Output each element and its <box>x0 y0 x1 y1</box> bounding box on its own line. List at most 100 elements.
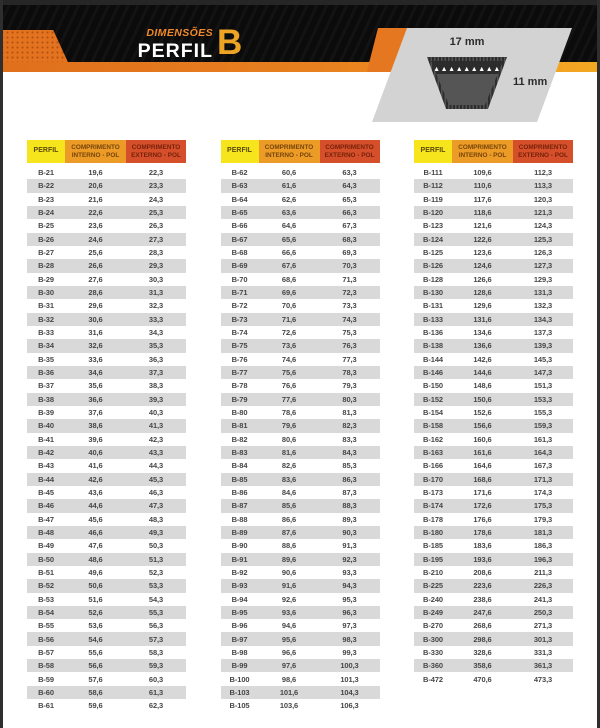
interno-cell: 94,6 <box>281 621 297 631</box>
interno-cell: 103,6 <box>279 701 299 711</box>
perfil-cell: B-50 <box>38 554 54 564</box>
perfil-cell: B-89 <box>231 528 248 538</box>
interno-cell: 97,6 <box>281 661 297 671</box>
externo-cell: 57,3 <box>148 634 164 644</box>
perfil-cell: B-55 <box>38 621 54 631</box>
externo-cell: 69,3 <box>342 248 357 258</box>
interno-cell: 470,6 <box>473 674 492 684</box>
table-row: B-94 92,6 95,3 <box>221 593 380 606</box>
externo-cell: 179,3 <box>533 514 553 524</box>
externo-cell: 55,3 <box>148 607 164 617</box>
perfil-cell: B-162 <box>423 434 443 444</box>
table-row: B-45 43,6 46,3 <box>27 486 186 499</box>
externo-cell: 113,3 <box>534 181 552 191</box>
externo-cell: 22,3 <box>148 168 164 178</box>
externo-cell: 72,3 <box>342 288 357 298</box>
perfil-cell: B-87 <box>231 501 248 511</box>
interno-cell: 82,6 <box>281 461 297 471</box>
interno-cell: 75,6 <box>281 368 297 378</box>
externo-cell: 75,3 <box>342 328 357 338</box>
interno-cell: 121,6 <box>473 221 492 231</box>
externo-cell: 127,3 <box>533 261 553 271</box>
externo-cell: 65,3 <box>342 194 357 204</box>
interno-cell: 101,6 <box>279 687 299 697</box>
table-row: B-42 40,6 43,3 <box>27 445 186 460</box>
table-header: PERFIL COMPRIMENTO INTERNO - POL COMPRIM… <box>27 140 186 163</box>
externo-cell: 23,3 <box>148 181 164 191</box>
externo-cell: 174,3 <box>533 488 553 498</box>
externo-cell: 60,3 <box>148 674 164 684</box>
table-row: B-146 144,6 147,3 <box>414 365 573 380</box>
table-row: B-152 150,6 153,3 <box>414 392 573 406</box>
table-row: B-43 41,6 44,3 <box>27 459 186 472</box>
interno-cell: 35,6 <box>88 381 103 391</box>
table-row: B-65 63,6 66,3 <box>220 205 380 220</box>
column-header-interno: COMPRIMENTO INTERNO - POL <box>258 140 320 163</box>
perfil-cell: B-138 <box>423 341 443 351</box>
table-row: B-74 72,6 75,3 <box>221 326 380 339</box>
table-rows: B-111 109,6 112,3 B-112 110,6 113,3 B-119 117,6… <box>414 166 573 686</box>
externo-cell: 73,3 <box>342 301 357 311</box>
table-row: B-86 84,6 87,3 <box>221 486 380 499</box>
column-header-externo: COMPRIMENTO EXTERNO - POL <box>513 140 573 163</box>
column-header-externo: COMPRIMENTO EXTERNO - POL <box>319 140 380 163</box>
perfil-cell: B-72 <box>231 301 248 311</box>
table-row: B-53 51,6 54,3 <box>27 593 186 606</box>
table-row: B-91 89,6 92,3 <box>220 552 380 566</box>
perfil-cell: B-94 <box>231 594 248 604</box>
interno-cell: 178,6 <box>473 528 492 538</box>
interno-cell: 26,6 <box>88 261 103 271</box>
externo-cell: 42,3 <box>148 434 164 444</box>
interno-cell: 208,6 <box>473 568 492 577</box>
externo-cell: 71,3 <box>342 274 357 284</box>
interno-cell: 53,6 <box>88 621 103 631</box>
table-row: B-64 62,6 65,3 <box>221 193 380 206</box>
table-row: B-130 128,6 131,3 <box>414 285 573 300</box>
externo-cell: 175,3 <box>533 501 553 511</box>
externo-cell: 32,3 <box>148 301 164 311</box>
perfil-cell: B-31 <box>38 301 54 311</box>
table-row: B-29 27,6 30,3 <box>27 273 186 286</box>
perfil-cell: B-28 <box>38 261 54 271</box>
externo-cell: 120,3 <box>533 194 553 204</box>
interno-cell: 42,6 <box>88 474 103 484</box>
table-row: B-105 103,6 106,3 <box>221 699 380 712</box>
externo-cell: 171,3 <box>533 474 553 484</box>
externo-cell: 112,3 <box>534 168 552 178</box>
table-row: B-21 19,6 22,3 <box>27 166 186 179</box>
perfil-cell: B-25 <box>38 221 54 231</box>
perfil-cell: B-69 <box>231 261 248 271</box>
externo-cell: 121,3 <box>533 208 553 218</box>
page-edge-right <box>597 0 600 728</box>
table-row: B-195 193,6 196,3 <box>414 552 573 566</box>
perfil-cell: B-27 <box>38 248 54 258</box>
interno-cell: 80,6 <box>281 434 297 444</box>
perfil-cell: B-61 <box>38 701 54 711</box>
table-row: B-173 171,6 174,3 <box>414 486 573 499</box>
externo-cell: 159,3 <box>533 421 553 431</box>
externo-cell: 50,3 <box>148 541 164 551</box>
externo-cell: 56,3 <box>148 621 164 631</box>
interno-cell: 168,6 <box>473 474 492 484</box>
perfil-cell: B-119 <box>423 194 443 204</box>
externo-cell: 25,3 <box>148 208 164 218</box>
externo-cell: 63,3 <box>342 168 357 178</box>
perfil-cell: B-178 <box>423 514 443 524</box>
table-row: B-33 31,6 34,3 <box>27 326 186 339</box>
perfil-cell: B-136 <box>423 328 443 338</box>
table-row: B-25 23,6 26,3 <box>27 219 186 232</box>
interno-cell: 33,6 <box>88 354 103 364</box>
table-row: B-76 74,6 77,3 <box>221 353 380 366</box>
interno-cell: 85,6 <box>281 501 297 511</box>
interno-cell: 61,6 <box>281 181 297 191</box>
interno-cell: 176,6 <box>473 514 492 524</box>
table-row: B-81 79,6 82,3 <box>220 419 380 433</box>
table-row: B-138 136,6 139,3 <box>414 339 573 353</box>
perfil-cell: B-93 <box>231 581 248 591</box>
interno-cell: 30,6 <box>88 314 103 324</box>
perfil-cell: B-472 <box>423 674 443 684</box>
interno-cell: 77,6 <box>281 394 297 404</box>
interno-cell: 32,6 <box>88 341 103 351</box>
externo-cell: 473,3 <box>533 674 553 684</box>
perfil-cell: B-42 <box>38 448 54 458</box>
